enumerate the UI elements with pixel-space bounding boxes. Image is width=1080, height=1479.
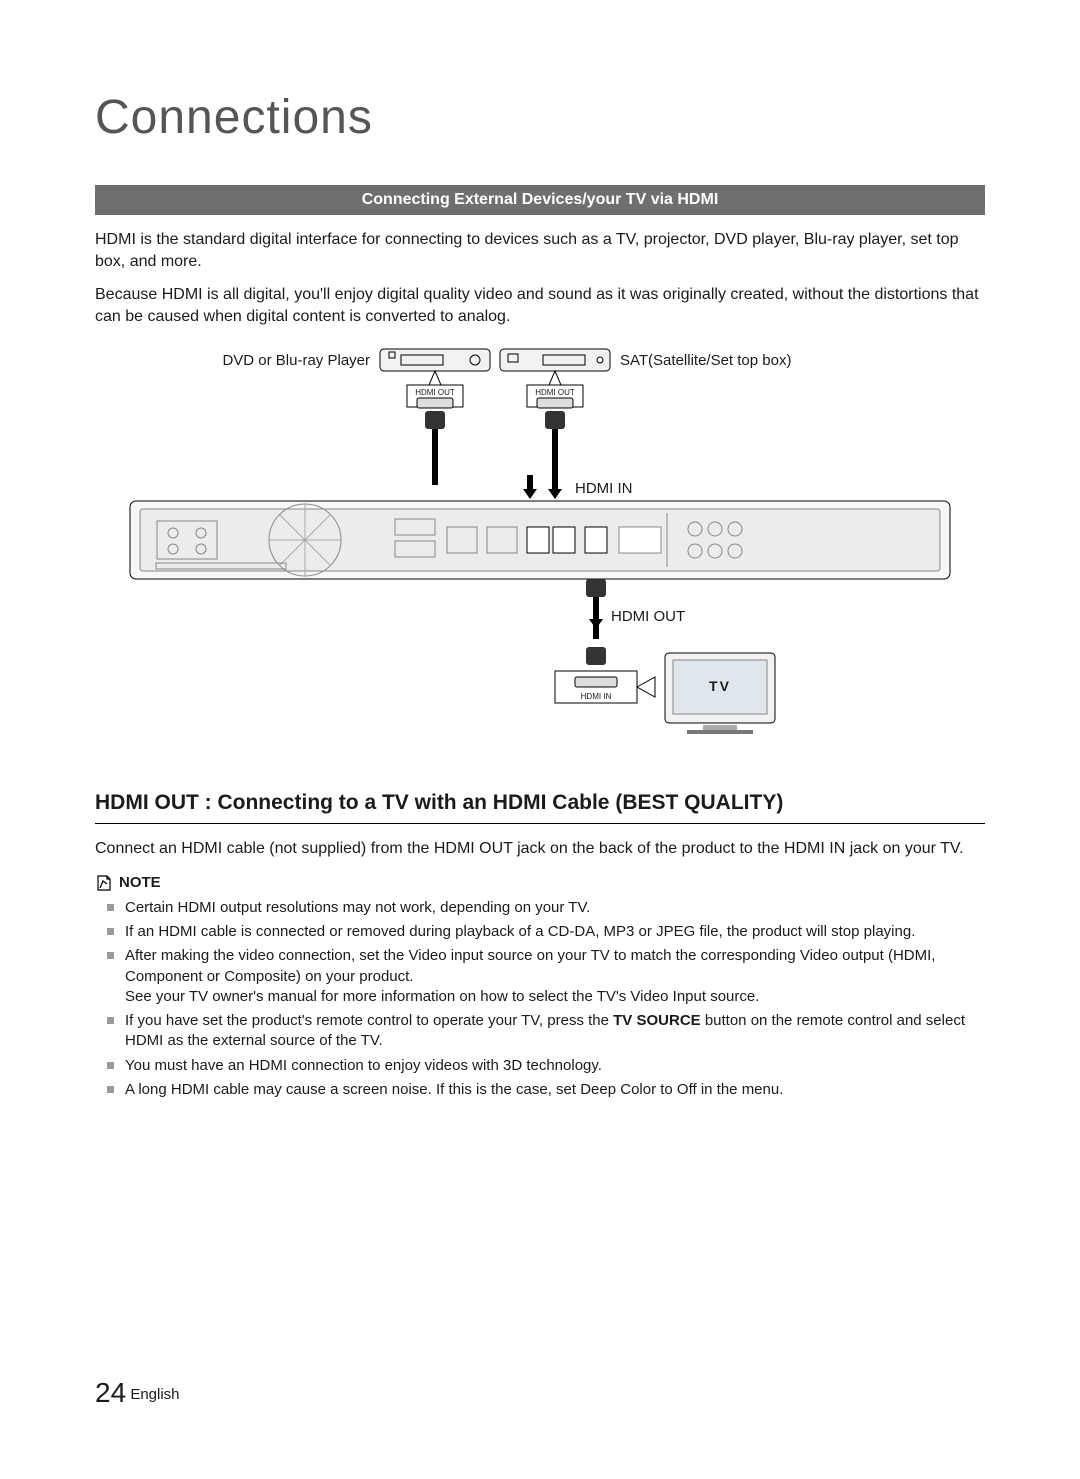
section-heading-bar: Connecting External Devices/your TV via … xyxy=(95,185,985,215)
dvd-label: DVD or Blu-ray Player xyxy=(222,352,370,369)
note-item: If an HDMI cable is connected or removed… xyxy=(125,922,985,942)
page-footer: 24 English xyxy=(95,1377,180,1409)
connect-paragraph: Connect an HDMI cable (not supplied) fro… xyxy=(95,838,985,860)
page-number: 24 xyxy=(95,1377,126,1408)
note-label: NOTE xyxy=(119,874,161,891)
svg-text:HDMI IN: HDMI IN xyxy=(581,692,612,701)
hdmi-out-label: HDMI OUT xyxy=(611,608,685,625)
sat-box-icon xyxy=(500,349,610,371)
note-header: NOTE xyxy=(95,874,985,892)
arrow-out-receiver xyxy=(589,609,603,629)
hdmi-out-heading: HDMI OUT : Connecting to a TV with an HD… xyxy=(95,791,985,824)
notes-list: Certain HDMI output resolutions may not … xyxy=(95,898,985,1100)
note-item: After making the video connection, set t… xyxy=(125,946,985,1007)
page-title: Connections xyxy=(95,90,985,145)
page-container: Connections Connecting External Devices/… xyxy=(0,0,1080,1479)
dvd-player-icon xyxy=(380,349,490,371)
hdmi-out-port-right: HDMI OUT xyxy=(527,371,583,408)
tv-icon: TV xyxy=(665,653,775,734)
note-item: If you have set the product's remote con… xyxy=(125,1011,985,1052)
svg-text:HDMI OUT: HDMI OUT xyxy=(535,388,575,397)
connection-diagram: DVD or Blu-ray Player SAT(Satellite/Set … xyxy=(95,341,985,761)
av-receiver-icon xyxy=(130,501,950,579)
hdmi-plug-left xyxy=(425,411,445,485)
note-item: You must have an HDMI connection to enjo… xyxy=(125,1056,985,1076)
tv-hdmi-in-port: HDMI IN xyxy=(555,671,655,703)
note-item: Certain HDMI output resolutions may not … xyxy=(125,898,985,918)
note-item: A long HDMI cable may cause a screen noi… xyxy=(125,1080,985,1100)
hdmi-in-label: HDMI IN xyxy=(575,480,633,497)
arrow-into-receiver xyxy=(523,475,562,499)
hdmi-out-port-left: HDMI OUT xyxy=(407,371,463,408)
hdmi-plug-right xyxy=(545,411,565,485)
page-language: English xyxy=(130,1386,179,1403)
tv-label: TV xyxy=(709,678,731,694)
intro-paragraph-1: HDMI is the standard digital interface f… xyxy=(95,229,985,272)
intro-paragraph-2: Because HDMI is all digital, you'll enjo… xyxy=(95,284,985,327)
sat-label: SAT(Satellite/Set top box) xyxy=(620,352,791,369)
hdmi-plug-tv xyxy=(586,647,606,665)
svg-text:HDMI OUT: HDMI OUT xyxy=(415,388,455,397)
note-icon xyxy=(95,874,113,892)
